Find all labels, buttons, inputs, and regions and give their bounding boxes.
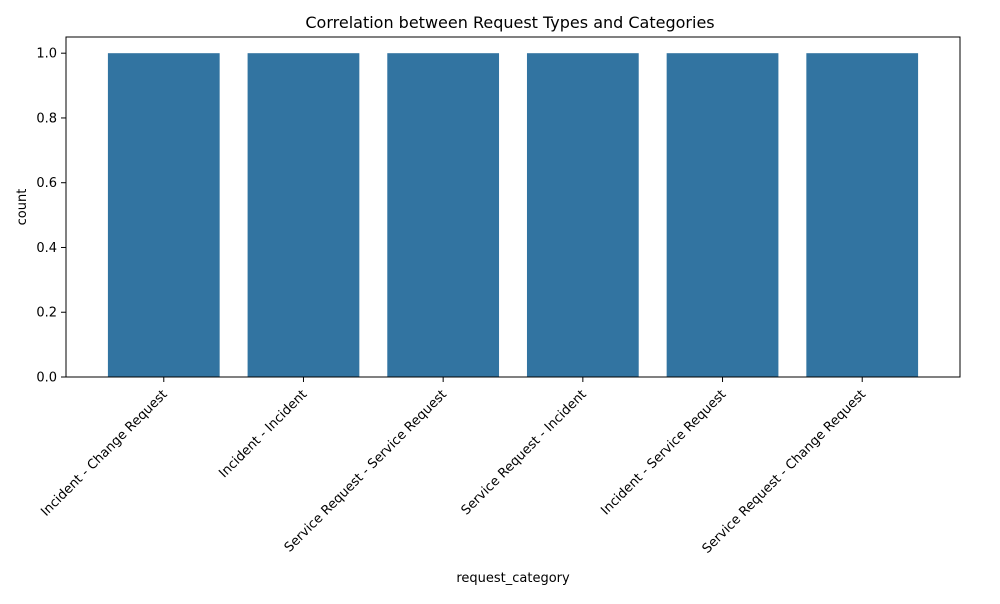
- y-tick-label: 1.0: [36, 47, 57, 62]
- x-tick-label: Service Request - Incident: [459, 387, 590, 518]
- y-tick-label: 0.2: [36, 306, 57, 321]
- plot-frame: [65, 36, 961, 378]
- x-tick-label: Incident - Incident: [216, 387, 310, 481]
- y-axis: 0.0 0.2 0.4 0.6 0.8 1.0: [36, 47, 66, 386]
- x-tick-label: Service Request - Change Request: [700, 387, 869, 556]
- x-axis: Incident - Change Request Incident - Inci…: [38, 377, 869, 557]
- y-tick-label: 0.0: [36, 371, 57, 386]
- y-tick-label: 0.6: [36, 176, 57, 191]
- bars-group: [107, 53, 919, 377]
- bar: [526, 53, 639, 377]
- y-axis-label: count: [15, 189, 30, 226]
- chart-title: Correlation between Request Types and Ca…: [305, 13, 714, 32]
- bar: [387, 53, 500, 377]
- bar: [247, 53, 360, 377]
- x-tick-label: Service Request - Service Request: [282, 387, 450, 555]
- y-tick-label: 0.4: [36, 241, 57, 256]
- x-tick-label: Incident - Change Request: [38, 387, 170, 519]
- x-axis-label: request_category: [456, 571, 570, 586]
- bar: [107, 53, 220, 377]
- bar: [666, 53, 779, 377]
- y-tick-label: 0.8: [36, 111, 57, 126]
- bar: [806, 53, 919, 377]
- x-tick-label: Incident - Service Request: [598, 387, 729, 518]
